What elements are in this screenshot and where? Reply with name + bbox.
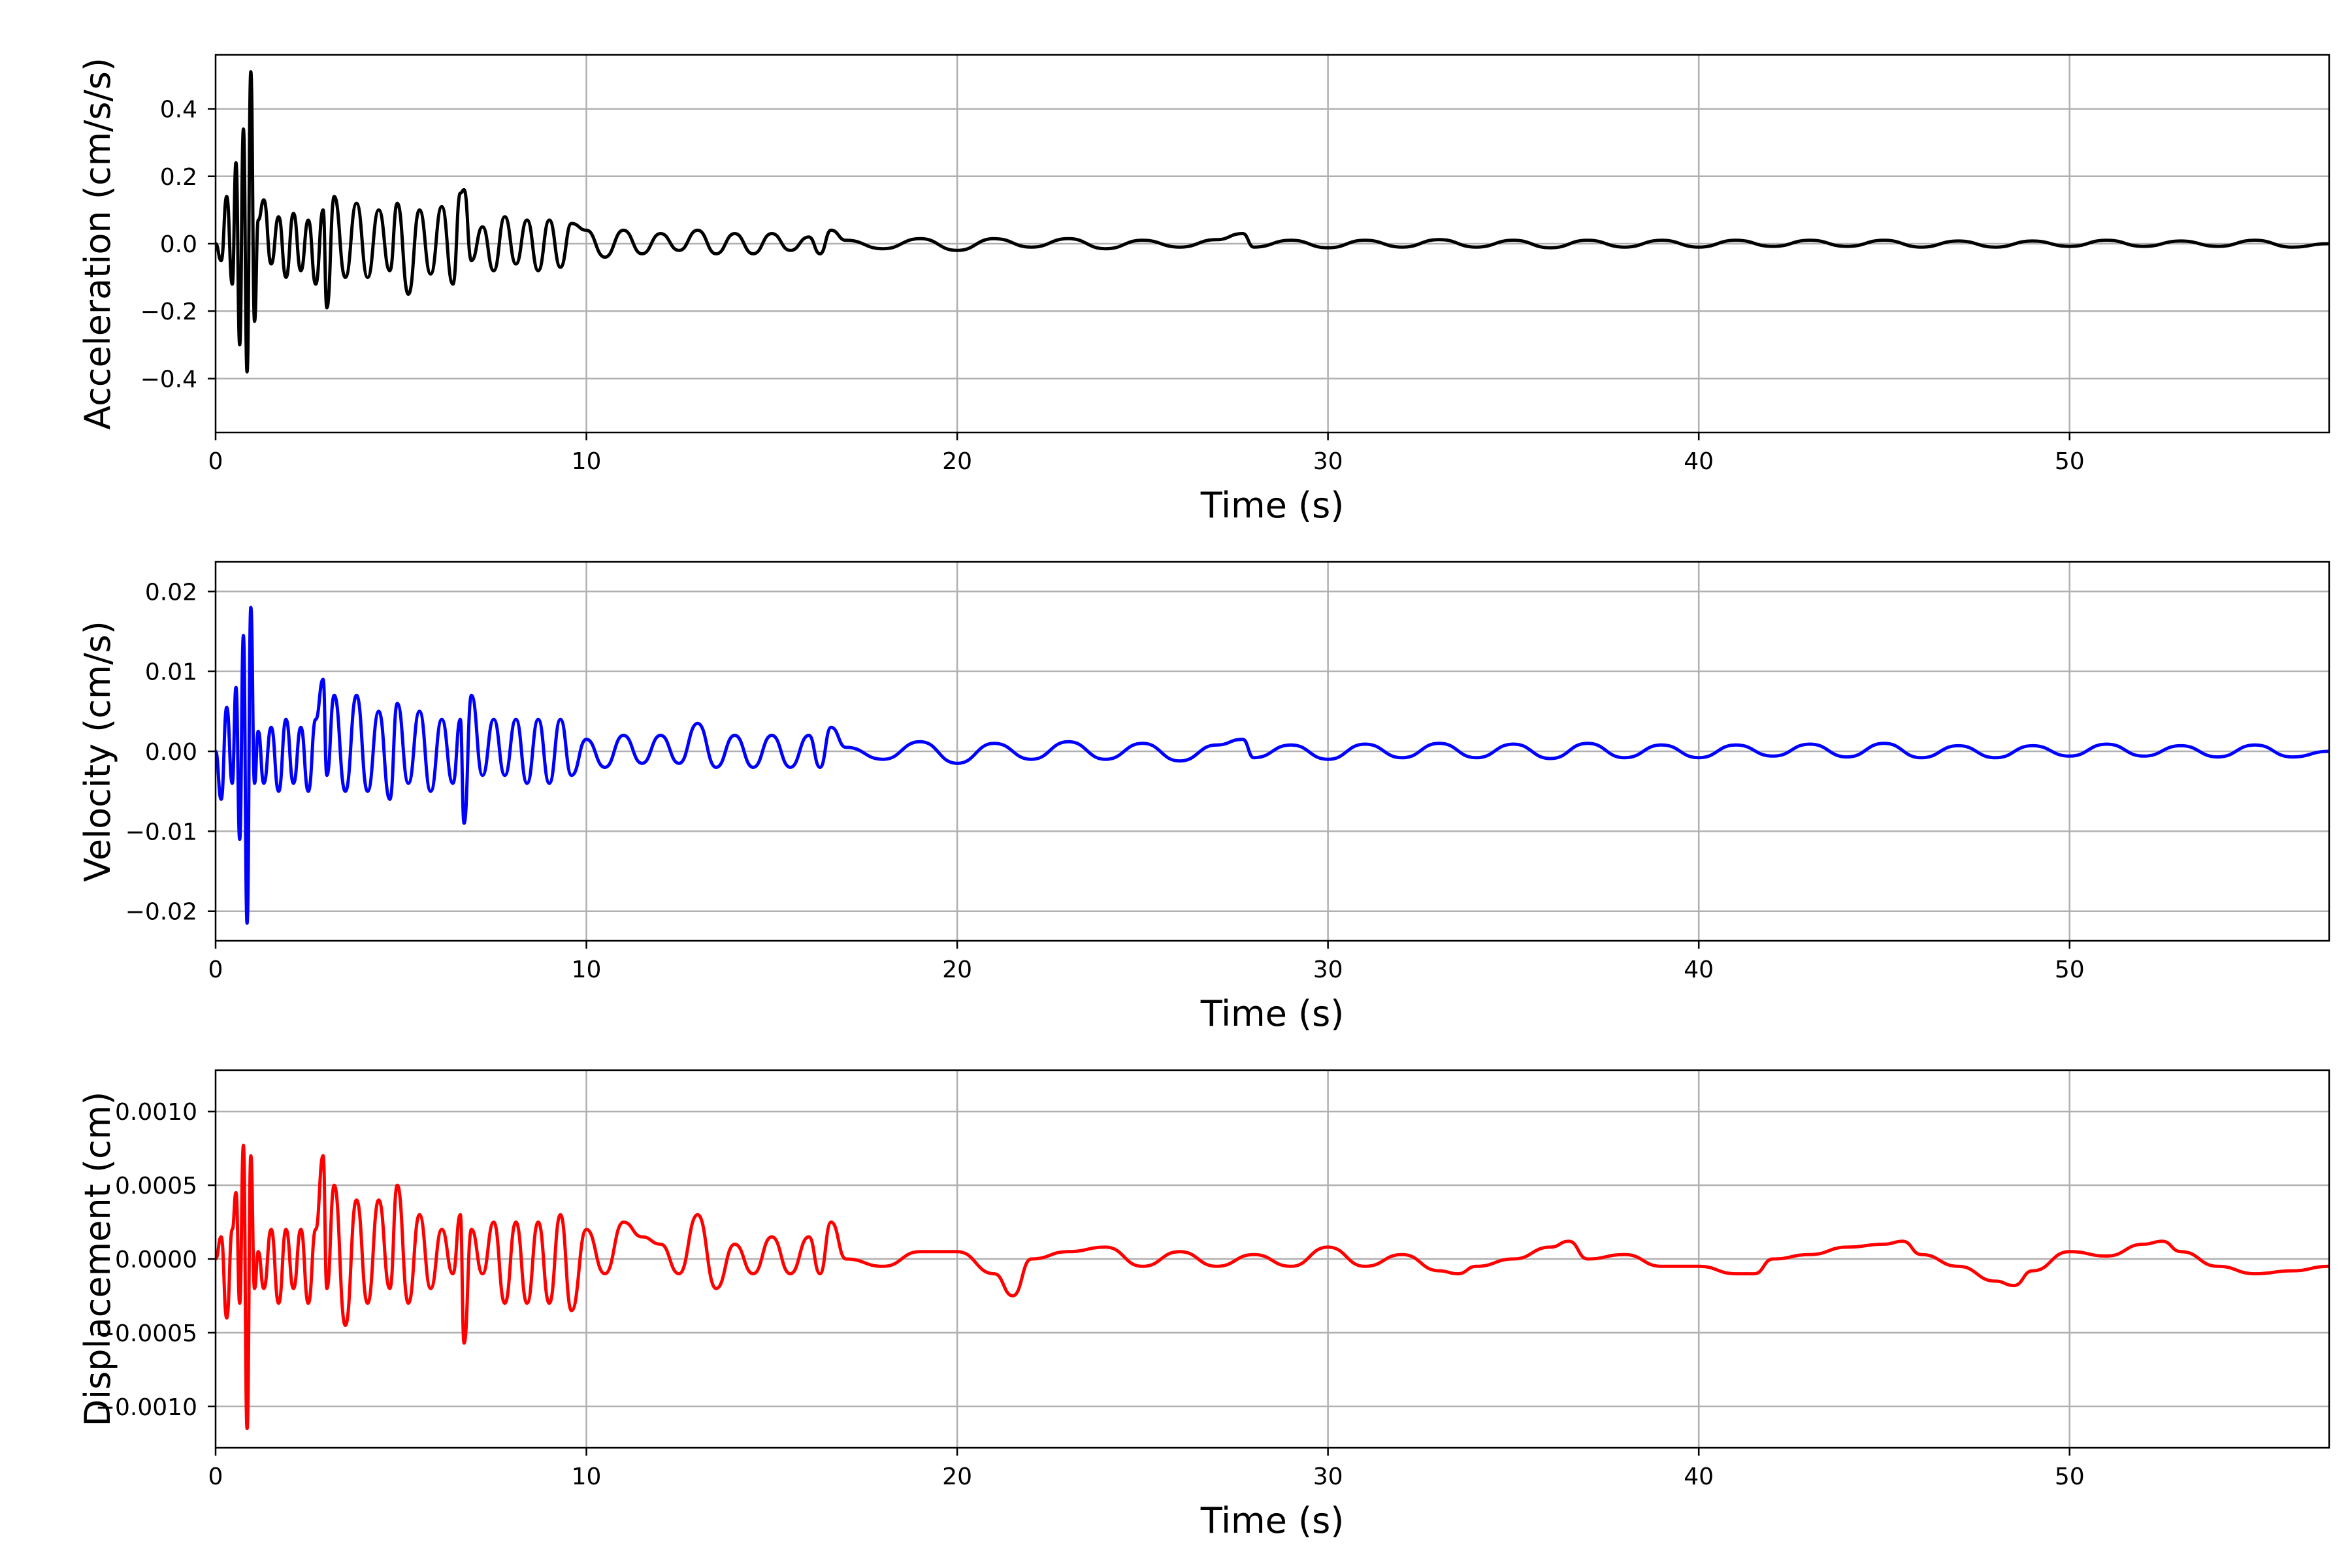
velocity-panel: 0 10 20 30 40 50 −0.02 −0.01 0.00 0.01 0.02 Time (…: [77, 561, 2330, 1034]
acceleration-ticks: 0 10 20 30 40 50 −0.4 −0.2 0.0 0.2 0.4: [140, 97, 2085, 475]
acceleration-y-tick-label: 0.0: [160, 231, 197, 258]
velocity-y-tick-label: −0.02: [125, 899, 197, 926]
displacement-y-tick-label: 0.0000: [115, 1247, 197, 1273]
displacement-ticks: 0 10 20 30 40 50 −0.0010 −0.0005 0.0000 0.0005 0.0…: [95, 1099, 2085, 1490]
displacement-panel: 0 10 20 30 40 50 −0.0010 −0.0005 0.0000 0.0005 0.0…: [77, 1069, 2330, 1541]
velocity-series-line: [214, 606, 2330, 925]
velocity-x-tick-label: 40: [1684, 956, 1714, 983]
velocity-y-tick-label: 0.00: [145, 739, 197, 766]
acceleration-y-tick-label: −0.2: [140, 299, 197, 325]
acceleration-x-tick-label: 40: [1684, 448, 1714, 475]
displacement-x-tick-label: 30: [1313, 1463, 1343, 1490]
acceleration-panel: 0 10 20 30 40 50 −0.4 −0.2 0.0 0.2 0.4 Time (s) Ac…: [77, 54, 2330, 526]
velocity-x-tick-label: 50: [2055, 956, 2085, 983]
displacement-y-tick-label: 0.0005: [115, 1173, 197, 1200]
velocity-y-tick-label: −0.01: [125, 819, 197, 845]
acceleration-x-tick-label: 30: [1313, 448, 1343, 475]
velocity-y-tick-label: 0.01: [145, 659, 197, 686]
acceleration-x-axis-label: Time (s): [1200, 485, 1345, 526]
displacement-x-tick-label: 50: [2055, 1463, 2085, 1490]
displacement-x-tick-label: 0: [208, 1463, 223, 1490]
displacement-y-tick-label: 0.0010: [115, 1099, 197, 1126]
velocity-x-tick-label: 20: [942, 956, 972, 983]
velocity-x-axis-label: Time (s): [1200, 993, 1345, 1034]
velocity-ticks: 0 10 20 30 40 50 −0.02 −0.01 0.00 0.01 0.02: [125, 579, 2085, 983]
acceleration-x-tick-label: 50: [2055, 448, 2085, 475]
velocity-x-tick-label: 30: [1313, 956, 1343, 983]
displacement-y-axis-label: Displacement (cm): [77, 1092, 118, 1427]
acceleration-x-tick-label: 20: [942, 448, 972, 475]
velocity-x-tick-label: 0: [208, 956, 223, 983]
displacement-y-tick-label: −0.0005: [95, 1320, 197, 1347]
velocity-y-tick-label: 0.02: [145, 579, 197, 606]
displacement-y-tick-label: −0.0010: [95, 1394, 197, 1421]
displacement-x-tick-label: 40: [1684, 1463, 1714, 1490]
acceleration-y-tick-label: −0.4: [140, 366, 197, 393]
velocity-x-tick-label: 10: [572, 956, 602, 983]
displacement-x-tick-label: 10: [572, 1463, 602, 1490]
acceleration-x-tick-label: 0: [208, 448, 223, 475]
displacement-x-tick-label: 20: [942, 1463, 972, 1490]
acceleration-y-tick-label: 0.2: [160, 164, 197, 191]
acceleration-y-tick-label: 0.4: [160, 97, 197, 123]
acceleration-grid: [216, 55, 2329, 433]
acceleration-series-line: [214, 70, 2330, 374]
acceleration-y-axis-label: Acceleration (cm/s/s): [77, 57, 118, 430]
displacement-x-axis-label: Time (s): [1200, 1500, 1345, 1541]
velocity-y-axis-label: Velocity (cm/s): [77, 621, 118, 882]
displacement-series-line: [214, 1143, 2330, 1431]
acceleration-x-tick-label: 10: [572, 448, 602, 475]
